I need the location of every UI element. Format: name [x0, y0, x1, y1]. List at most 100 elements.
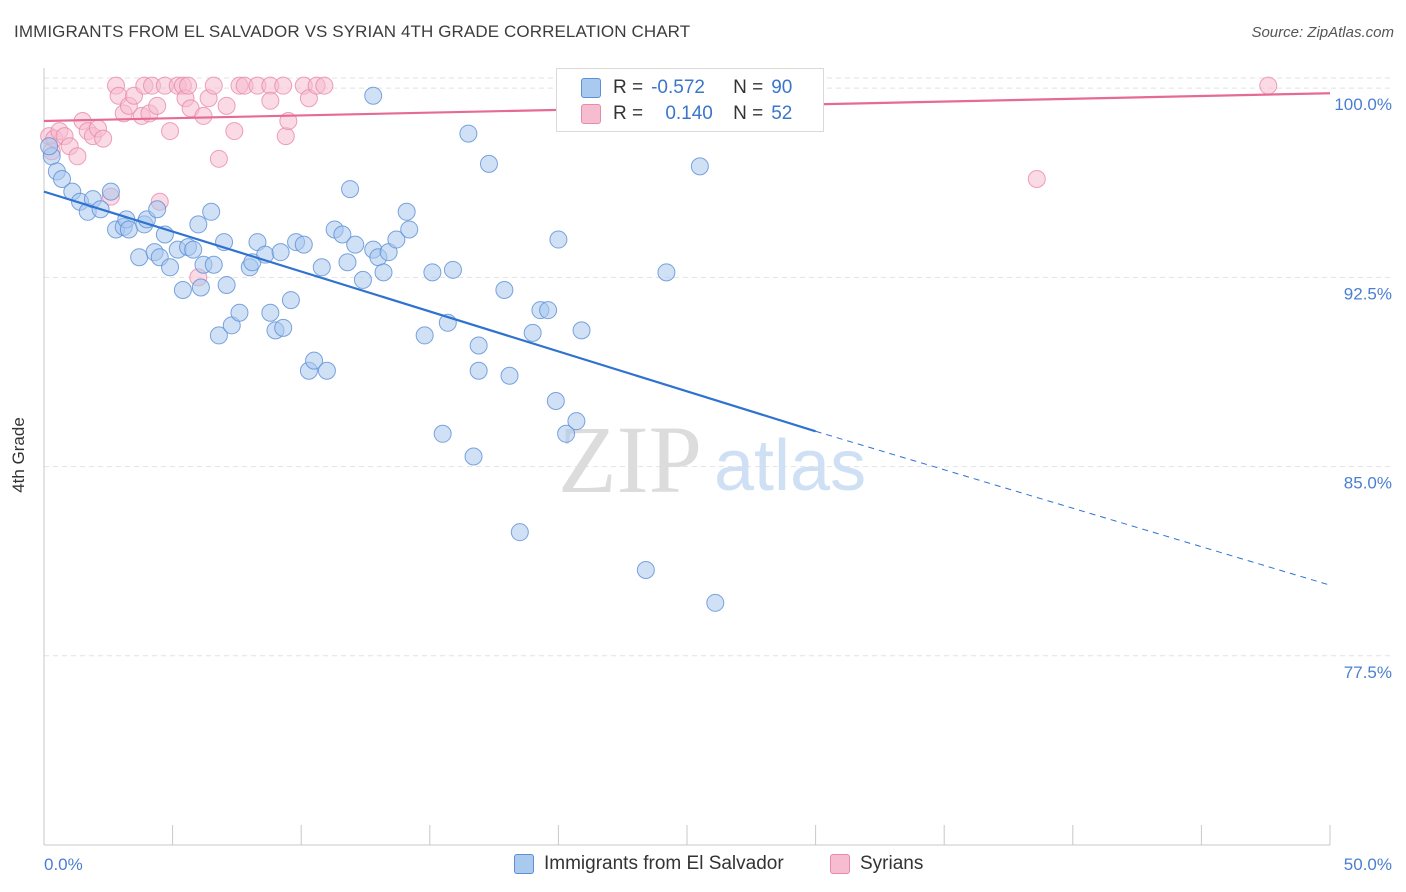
el-salvador-point	[281, 291, 300, 310]
pink-swatch	[830, 854, 850, 874]
syrians-point	[1259, 76, 1278, 95]
syrians-point	[194, 106, 213, 125]
el-salvador-point	[346, 235, 365, 254]
el-salvador-point	[204, 255, 223, 274]
el-salvador-point	[400, 220, 419, 239]
r-value: -0.572	[651, 77, 705, 98]
chart-title: IMMIGRANTS FROM EL SALVADOR VS SYRIAN 4T…	[14, 22, 691, 41]
el-salvador-point	[443, 260, 462, 279]
el-salvador-point	[184, 240, 203, 259]
y-tick-label: 85.0%	[1344, 474, 1392, 493]
source-label: Source: ZipAtlas.com	[1251, 24, 1394, 41]
el-salvador-point	[374, 263, 393, 282]
tick-label-layer: 77.5% 85.0% 92.5% 100.0% 0.0% 50.0%	[44, 95, 1392, 874]
el-salvador-point	[657, 263, 676, 282]
el-salvador-point	[500, 366, 519, 385]
el-salvador-point	[53, 170, 72, 188]
el-salvador-point	[217, 275, 236, 294]
el-salvador-trend-line	[43, 190, 816, 433]
y-tick-label: 77.5%	[1344, 663, 1392, 682]
n-label: N =	[733, 103, 764, 124]
y-tick-label: 100.0%	[1334, 95, 1392, 114]
watermark-atlas: atlas	[714, 426, 866, 506]
el-salvador-point	[333, 225, 352, 244]
el-salvador-point	[464, 447, 483, 466]
el-salvador-point	[101, 182, 120, 201]
syrians-point	[204, 76, 223, 95]
el-salvador-point	[119, 220, 138, 239]
el-salvador-point	[423, 263, 442, 282]
el-salvador-point	[572, 321, 591, 340]
el-salvador-point	[636, 561, 655, 580]
r-label: R =	[613, 103, 644, 124]
el-salvador-point	[230, 303, 249, 322]
stats-row-syrians: R = 0.140 N = 52	[581, 101, 792, 127]
el-salvador-trend-extension	[815, 430, 1331, 586]
axis-layer	[43, 68, 1331, 846]
el-salvador-point	[130, 248, 149, 267]
syrians-point	[315, 76, 334, 95]
syrians-point	[148, 96, 167, 115]
el-salvador-point	[469, 336, 488, 355]
el-salvador-point	[387, 230, 406, 249]
blue-swatch	[581, 78, 601, 98]
blue-swatch	[514, 854, 534, 874]
el-salvador-point	[261, 303, 280, 322]
el-salvador-point	[549, 230, 568, 249]
el-salvador-point	[690, 157, 709, 176]
el-salvador-point	[459, 124, 478, 143]
pink-swatch	[581, 104, 601, 124]
el-salvador-point	[317, 361, 336, 380]
syrians-point	[261, 91, 280, 110]
el-salvador-point	[191, 278, 210, 297]
n-value: 90	[771, 77, 793, 98]
y-axis-title: 4th Grade	[9, 417, 28, 493]
n-label: N =	[733, 77, 764, 98]
el-salvador-point	[202, 202, 221, 221]
points-layer	[40, 76, 1278, 612]
syrians-point	[217, 96, 236, 115]
x-tick-label: 0.0%	[44, 855, 83, 874]
el-salvador-point	[546, 392, 565, 410]
el-salvador-point	[433, 424, 452, 443]
n-value: 52	[771, 103, 793, 124]
y-tick-label: 92.5%	[1344, 284, 1392, 303]
legend-label: Immigrants from El Salvador	[544, 853, 784, 874]
el-salvador-point	[364, 86, 383, 105]
x-tick-label: 50.0%	[1344, 855, 1392, 874]
el-salvador-point	[312, 258, 331, 277]
grid-layer	[44, 77, 1392, 657]
el-salvador-point	[469, 361, 488, 380]
syrians-point	[94, 129, 113, 148]
el-salvador-point	[40, 137, 59, 156]
el-salvador-point	[274, 318, 293, 337]
el-salvador-point	[479, 154, 498, 173]
el-salvador-point	[189, 215, 208, 234]
el-salvador-point	[209, 326, 228, 345]
el-salvador-point	[338, 253, 357, 272]
syrians-point	[68, 147, 87, 166]
el-salvador-point	[148, 200, 167, 219]
el-salvador-point	[341, 180, 360, 199]
legend-item-el-salvador[interactable]: Immigrants from El Salvador	[514, 850, 784, 878]
el-salvador-point	[294, 235, 313, 254]
syrians-point	[179, 76, 198, 95]
el-salvador-point	[305, 351, 324, 370]
r-label: R =	[613, 77, 644, 98]
el-salvador-point	[353, 270, 372, 289]
legend-label: Syrians	[860, 853, 924, 874]
stats-legend: R = -0.572 N = 90 R = 0.140 N = 52	[556, 68, 824, 132]
syrians-point	[274, 76, 293, 95]
el-salvador-point	[161, 258, 180, 277]
el-salvador-point	[495, 281, 514, 299]
r-value: 0.140	[665, 103, 713, 124]
el-salvador-point	[523, 323, 542, 342]
el-salvador-point	[510, 523, 529, 542]
legend-item-syrians[interactable]: Syrians	[830, 850, 923, 878]
syrians-point	[225, 122, 244, 141]
stats-row-el-salvador: R = -0.572 N = 90	[581, 75, 792, 101]
el-salvador-point	[415, 326, 434, 345]
el-salvador-point	[557, 424, 576, 443]
el-salvador-point	[397, 202, 416, 221]
